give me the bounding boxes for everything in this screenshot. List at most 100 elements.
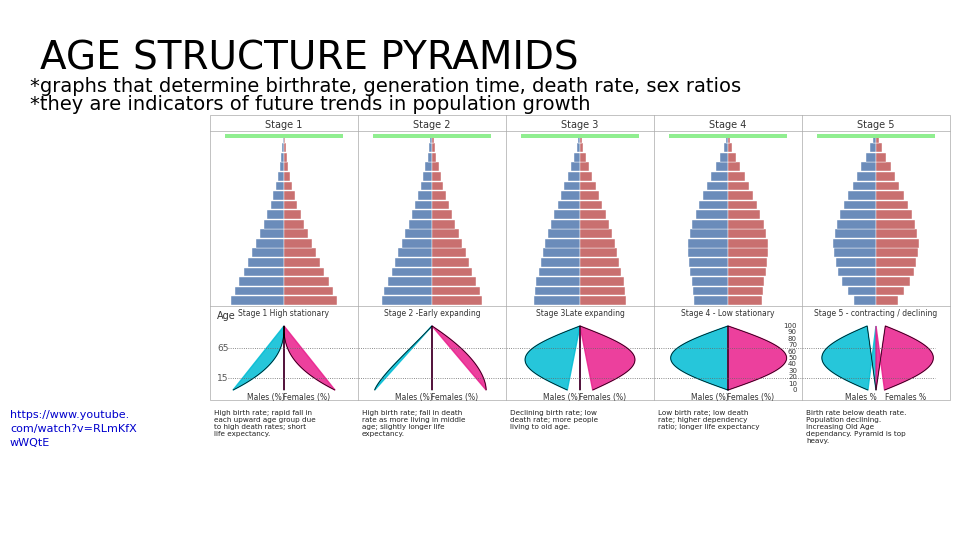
Bar — [728, 230, 766, 238]
Bar — [866, 153, 876, 161]
Text: Stage 3: Stage 3 — [562, 120, 599, 130]
Bar — [432, 287, 480, 295]
Bar — [418, 191, 432, 200]
Bar — [580, 143, 584, 152]
Bar — [274, 191, 284, 200]
Bar — [372, 134, 492, 138]
Bar — [425, 163, 432, 171]
Bar — [728, 191, 754, 200]
Bar — [728, 172, 745, 181]
Bar — [248, 258, 284, 267]
Text: https://www.youtube.
com/watch?v=RLmKfX
wWQtE: https://www.youtube. com/watch?v=RLmKfX … — [10, 410, 136, 448]
Bar — [423, 172, 432, 181]
Bar — [571, 163, 580, 171]
Bar — [876, 287, 904, 295]
Bar — [728, 248, 768, 257]
Text: 10: 10 — [788, 381, 797, 387]
Polygon shape — [876, 326, 933, 390]
Bar — [580, 210, 606, 219]
Bar — [728, 220, 764, 228]
Bar — [580, 267, 621, 276]
Bar — [578, 134, 580, 143]
Bar — [239, 277, 284, 286]
Bar — [539, 267, 580, 276]
Bar — [521, 134, 639, 138]
Bar — [580, 258, 619, 267]
Text: Low birth rate; low death
rate; higher dependency
ratio; longer life expectancy: Low birth rate; low death rate; higher d… — [658, 410, 759, 430]
Bar — [536, 287, 580, 295]
Bar — [728, 287, 762, 295]
Bar — [405, 230, 432, 238]
Bar — [284, 172, 290, 181]
Bar — [432, 210, 452, 219]
Bar — [861, 163, 876, 171]
Bar — [580, 220, 609, 228]
Bar — [843, 277, 876, 286]
Bar — [432, 248, 466, 257]
Bar — [284, 191, 295, 200]
Bar — [432, 277, 475, 286]
Bar — [277, 172, 284, 181]
Bar — [432, 230, 459, 238]
Bar — [728, 201, 757, 210]
Text: Stage 3Late expanding: Stage 3Late expanding — [536, 309, 624, 318]
Bar — [432, 296, 482, 305]
Bar — [876, 181, 900, 190]
Bar — [284, 201, 298, 210]
Bar — [692, 220, 728, 228]
Bar — [279, 163, 284, 171]
Bar — [876, 201, 908, 210]
Bar — [728, 239, 768, 248]
Polygon shape — [822, 326, 876, 390]
Text: 65: 65 — [217, 344, 228, 353]
Text: *graphs that determine birthrate, generation time, death rate, sex ratios: *graphs that determine birthrate, genera… — [30, 77, 741, 96]
Bar — [580, 191, 599, 200]
Text: Stage 4: Stage 4 — [709, 120, 747, 130]
Polygon shape — [525, 326, 580, 390]
Bar — [580, 163, 588, 171]
Text: 30: 30 — [788, 368, 797, 374]
Bar — [276, 181, 284, 190]
Bar — [554, 210, 580, 219]
Bar — [580, 230, 612, 238]
Text: High birth rate; fall in death
rate as more living in middle
age; slightly longe: High birth rate; fall in death rate as m… — [362, 410, 466, 437]
Bar — [429, 143, 432, 152]
Bar — [567, 172, 580, 181]
Bar — [284, 153, 287, 161]
Bar — [283, 134, 284, 143]
Bar — [703, 191, 728, 200]
Bar — [564, 181, 580, 190]
Bar — [264, 220, 284, 228]
Bar — [580, 248, 617, 257]
Bar — [284, 143, 286, 152]
Bar — [230, 296, 284, 305]
Bar — [267, 210, 284, 219]
Bar — [876, 230, 918, 238]
Bar — [728, 258, 767, 267]
Bar — [252, 248, 284, 257]
Text: 90: 90 — [788, 329, 797, 335]
Bar — [876, 163, 891, 171]
Bar — [543, 248, 580, 257]
Text: Females (%): Females (%) — [431, 393, 478, 402]
Bar — [282, 143, 284, 152]
Text: Stage 1 High stationary: Stage 1 High stationary — [238, 309, 329, 318]
Bar — [728, 134, 731, 143]
Bar — [280, 153, 284, 161]
Bar — [690, 230, 728, 238]
Bar — [871, 143, 876, 152]
Bar — [256, 239, 284, 248]
Text: Females (%): Females (%) — [282, 393, 330, 402]
Bar — [409, 220, 432, 228]
Bar — [876, 134, 878, 143]
Bar — [561, 191, 580, 200]
Bar — [284, 287, 333, 295]
Bar — [284, 230, 308, 238]
Bar — [840, 210, 876, 219]
Bar — [876, 248, 918, 257]
Bar — [284, 277, 328, 286]
Bar — [580, 201, 602, 210]
Text: 40: 40 — [788, 361, 797, 367]
Bar — [432, 153, 437, 161]
Bar — [580, 287, 625, 295]
